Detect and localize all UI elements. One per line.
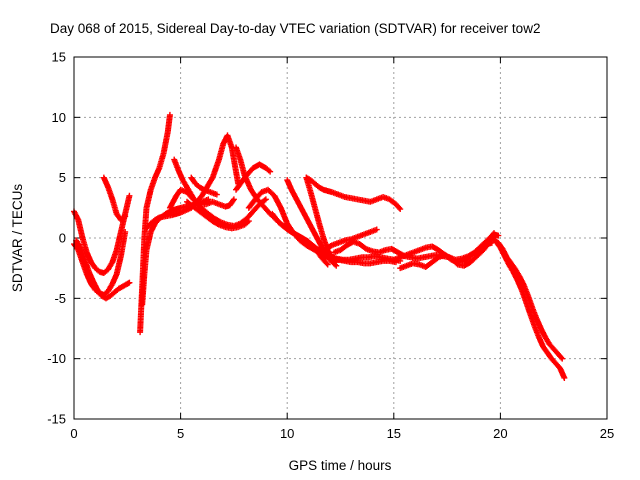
y-tick-label: -15 xyxy=(47,412,66,427)
plot-frame xyxy=(73,56,608,420)
y-tick-label: 10 xyxy=(52,110,66,125)
data-marker-trail xyxy=(100,174,129,223)
series-arc-4 xyxy=(100,174,129,223)
x-tick-label: 20 xyxy=(493,426,507,441)
x-tick-label: 10 xyxy=(280,426,294,441)
series-arc-13 xyxy=(233,161,274,193)
series-arc-17 xyxy=(303,174,404,213)
x-tick-label: 0 xyxy=(70,426,77,441)
y-tick-label: 5 xyxy=(59,170,66,185)
x-tick-label: 5 xyxy=(177,426,184,441)
series-arc-10 xyxy=(183,198,252,232)
data-marker-trail xyxy=(284,177,340,269)
data-marker-trail xyxy=(143,132,242,232)
y-axis-label: SDTVAR / TECUs xyxy=(10,184,25,293)
data-marker-trail xyxy=(303,174,404,213)
series-arc-3 xyxy=(73,237,133,302)
data-marker-trail xyxy=(188,174,220,198)
y-tick-label: 15 xyxy=(52,50,66,65)
data-marker-trail xyxy=(303,174,340,266)
data-marker-trail xyxy=(390,230,498,266)
series-arc-19 xyxy=(322,226,380,252)
y-tick-label: 0 xyxy=(59,231,66,246)
series-arc-22 xyxy=(390,230,498,266)
series-arc-11 xyxy=(188,174,220,198)
series-arc-15 xyxy=(269,210,404,264)
series-arc-18 xyxy=(303,174,340,266)
y-tick-label: -5 xyxy=(54,291,66,306)
series-arc-16 xyxy=(284,177,340,269)
y-tick-label: -10 xyxy=(47,351,66,366)
data-marker-trail xyxy=(491,236,566,362)
x-tick-label: 15 xyxy=(387,426,401,441)
grid-layer xyxy=(74,57,607,419)
x-axis-label: GPS time / hours xyxy=(289,458,392,473)
x-tick-label: 25 xyxy=(600,426,614,441)
series-arc-7 xyxy=(143,132,242,232)
chart-title: Day 068 of 2015, Sidereal Day-to-day VTE… xyxy=(50,21,540,36)
data-marker-trail xyxy=(233,161,274,193)
data-marker-trail xyxy=(183,198,252,232)
marks-layer xyxy=(71,111,568,381)
data-marker-trail xyxy=(269,210,404,264)
series-arc-24 xyxy=(491,236,566,362)
data-marker-trail xyxy=(73,237,133,302)
data-marker-trail xyxy=(322,226,380,252)
